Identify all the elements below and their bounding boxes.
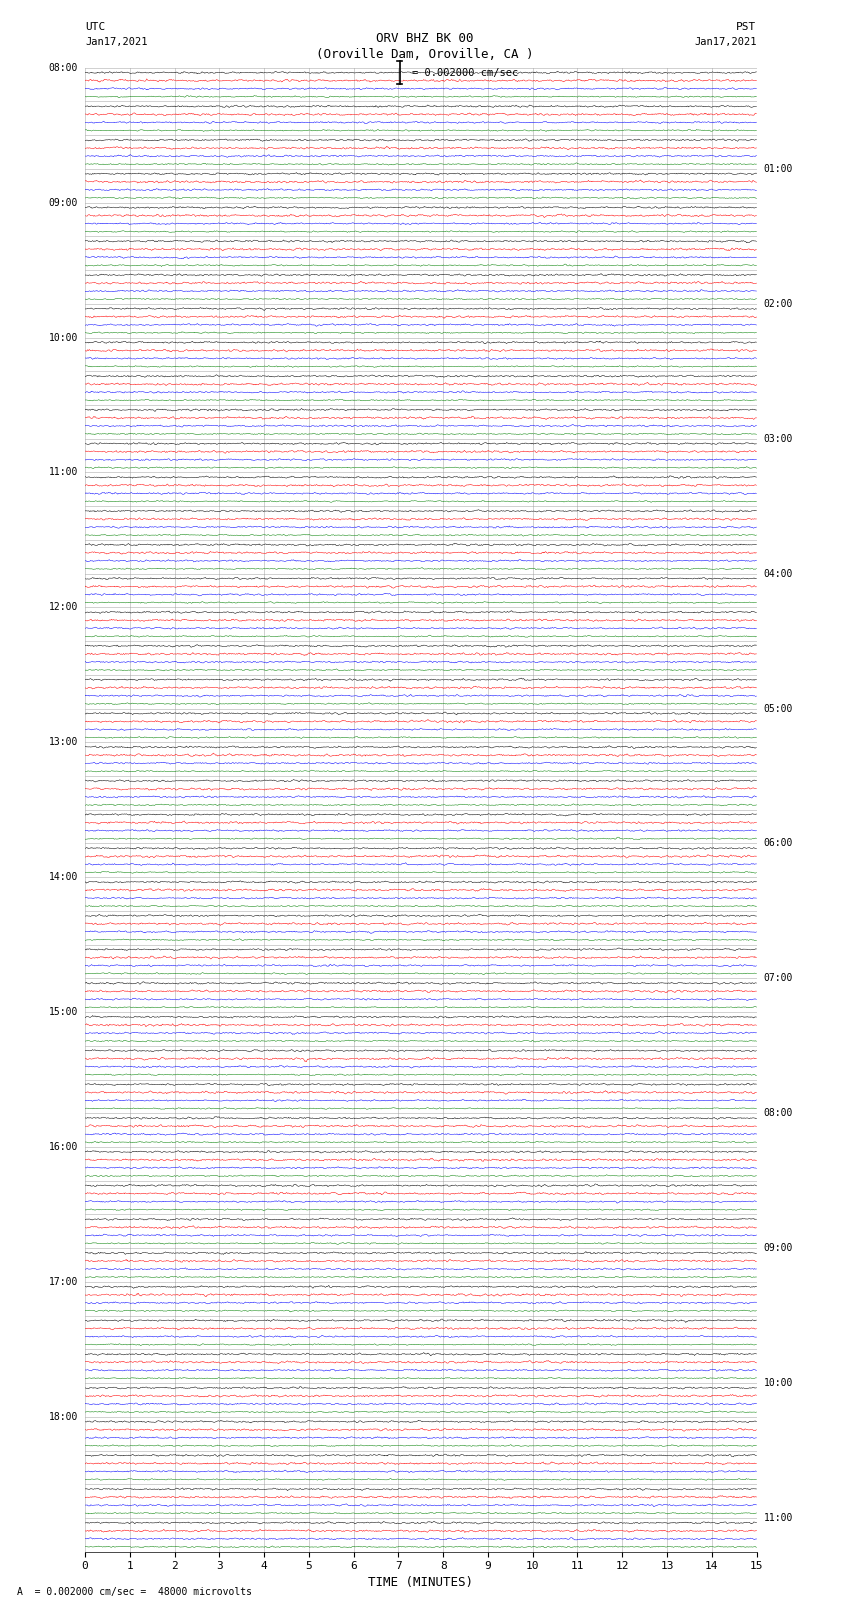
Text: 18:00: 18:00 <box>48 1411 78 1421</box>
Text: 10:00: 10:00 <box>763 1378 793 1389</box>
Text: 08:00: 08:00 <box>48 63 78 73</box>
Text: 14:00: 14:00 <box>48 873 78 882</box>
Text: 04:00: 04:00 <box>763 569 793 579</box>
Text: 13:00: 13:00 <box>48 737 78 747</box>
Text: = 0.002000 cm/sec: = 0.002000 cm/sec <box>412 68 518 77</box>
X-axis label: TIME (MINUTES): TIME (MINUTES) <box>368 1576 473 1589</box>
Text: 09:00: 09:00 <box>48 198 78 208</box>
Text: Jan17,2021: Jan17,2021 <box>694 37 756 47</box>
Text: 05:00: 05:00 <box>763 703 793 713</box>
Text: 11:00: 11:00 <box>763 1513 793 1523</box>
Text: 01:00: 01:00 <box>763 165 793 174</box>
Text: 03:00: 03:00 <box>763 434 793 444</box>
Text: 10:00: 10:00 <box>48 332 78 342</box>
Text: 07:00: 07:00 <box>763 973 793 984</box>
Text: A  = 0.002000 cm/sec =  48000 microvolts: A = 0.002000 cm/sec = 48000 microvolts <box>17 1587 252 1597</box>
Text: 17:00: 17:00 <box>48 1277 78 1287</box>
Text: 06:00: 06:00 <box>763 839 793 848</box>
Text: 15:00: 15:00 <box>48 1007 78 1018</box>
Text: 02:00: 02:00 <box>763 298 793 308</box>
Text: Jan17,2021: Jan17,2021 <box>85 37 148 47</box>
Text: ORV BHZ BK 00: ORV BHZ BK 00 <box>377 32 473 45</box>
Text: UTC: UTC <box>85 23 105 32</box>
Text: 16:00: 16:00 <box>48 1142 78 1152</box>
Text: PST: PST <box>736 23 756 32</box>
Text: 08:00: 08:00 <box>763 1108 793 1118</box>
Text: 11:00: 11:00 <box>48 468 78 477</box>
Text: 09:00: 09:00 <box>763 1244 793 1253</box>
Text: 12:00: 12:00 <box>48 602 78 613</box>
Text: (Oroville Dam, Oroville, CA ): (Oroville Dam, Oroville, CA ) <box>316 48 534 61</box>
